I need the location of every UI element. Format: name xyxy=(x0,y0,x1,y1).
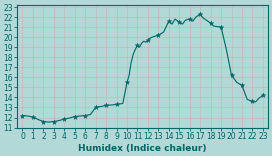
X-axis label: Humidex (Indice chaleur): Humidex (Indice chaleur) xyxy=(78,144,207,153)
